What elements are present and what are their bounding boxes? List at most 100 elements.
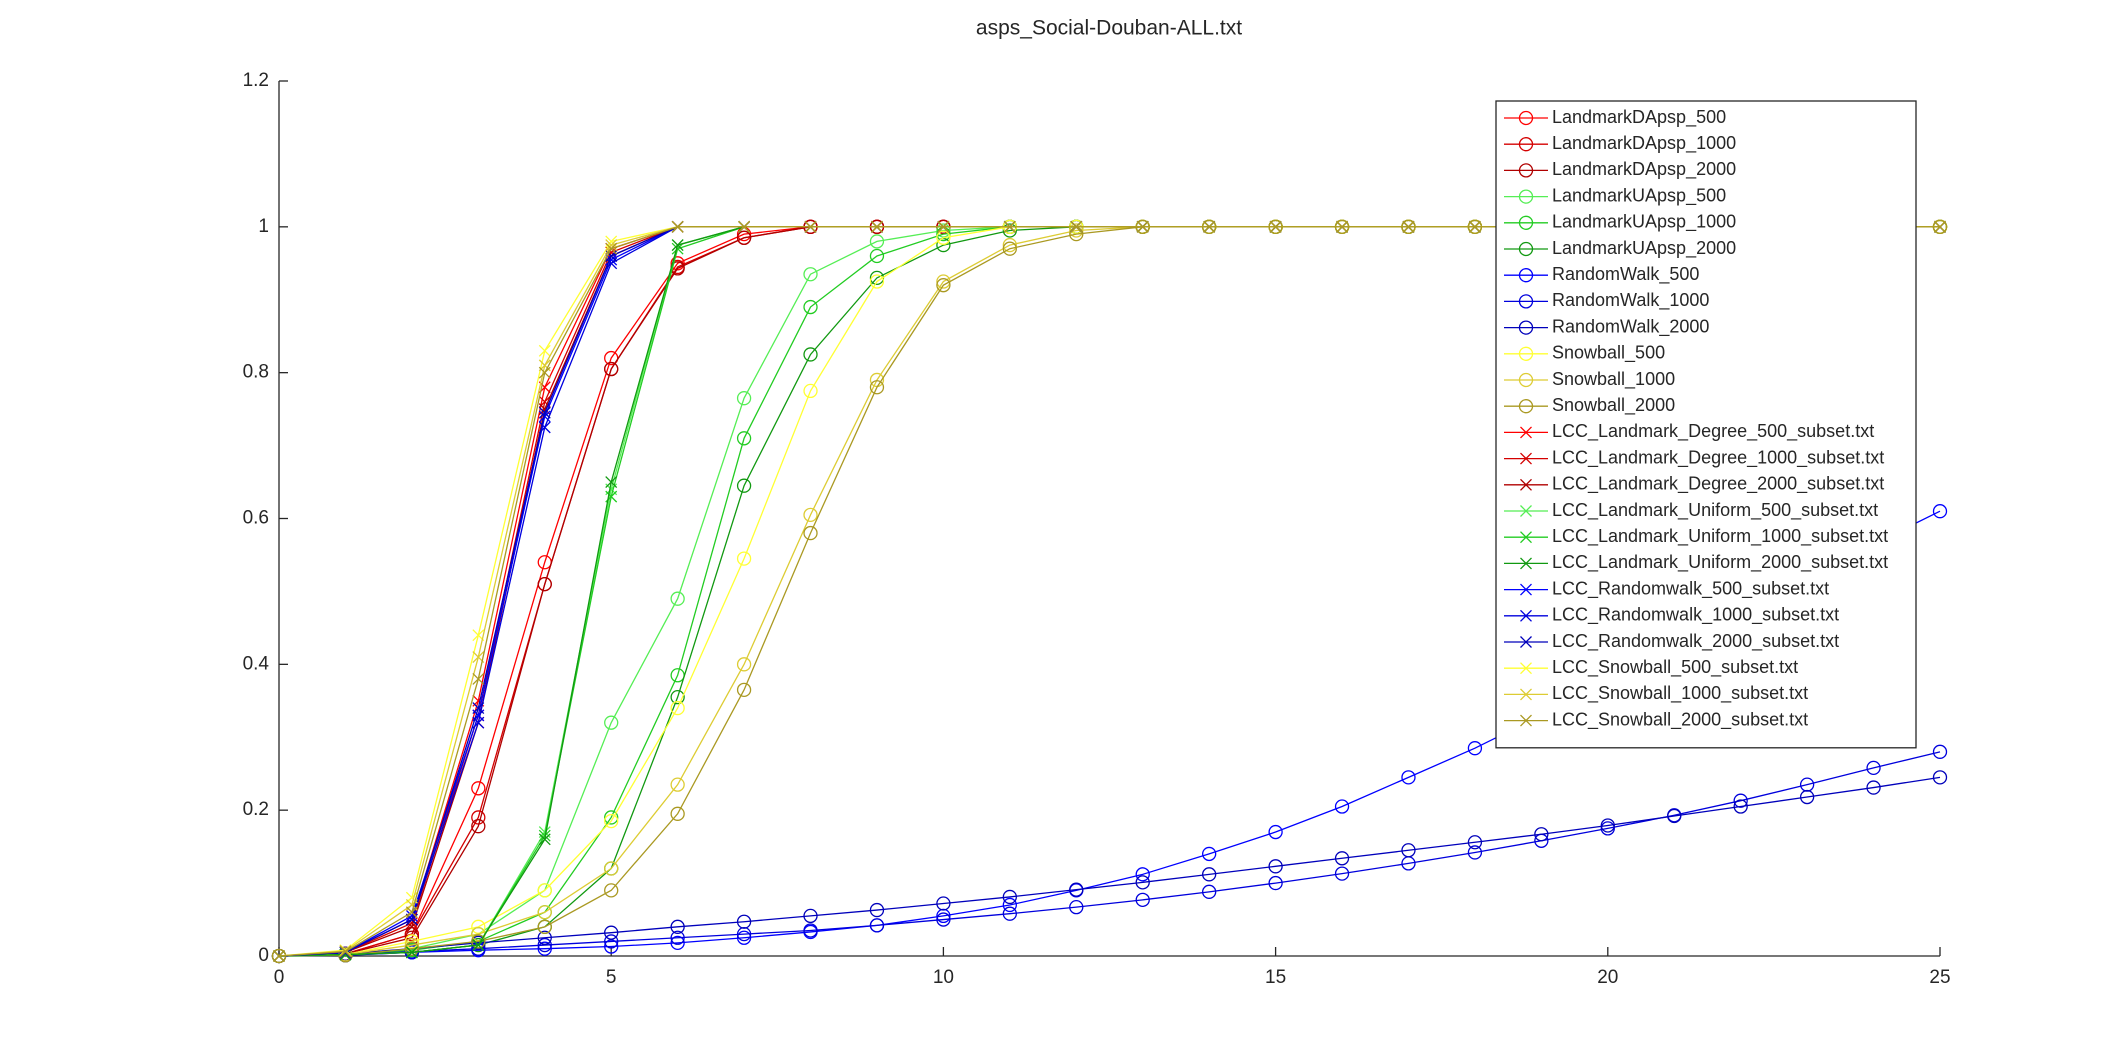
data-point [736,478,752,493]
x-tick-label: 10 [933,967,954,988]
data-point [1069,899,1084,915]
data-point [670,930,685,945]
data-point [937,220,950,233]
data-point [1934,220,1946,233]
y-tick-label: 0.6 [243,508,269,529]
legend-label: RandomWalk_1000 [1552,290,1709,311]
data-point [604,883,619,898]
data-point [537,930,552,945]
data-point [1932,770,1948,785]
data-point [1135,875,1150,890]
legend-marker [1518,268,1534,283]
data-point [405,909,418,922]
data-point [1468,220,1481,233]
data-point [670,256,685,271]
data-point [537,905,552,920]
data-point [1202,884,1217,899]
data-point [1334,851,1350,866]
data-point [1268,824,1283,840]
legend-label: LandmarkDApsp_500 [1552,107,1726,128]
data-point [604,715,619,730]
data-point [538,833,551,846]
data-point [1733,799,1748,814]
data-point [869,902,885,918]
legend-label: RandomWalk_2000 [1552,316,1709,337]
x-tick-label: 0 [274,967,285,988]
legend-marker [1520,609,1532,622]
legend-label: LandmarkDApsp_1000 [1552,133,1736,154]
data-point [804,220,817,233]
legend-marker [1520,505,1532,517]
data-point [537,937,552,953]
legend-marker [1520,636,1532,648]
legend-marker [1518,137,1534,152]
data-point [1268,875,1283,891]
x-tick-label: 20 [1597,967,1618,988]
data-point [1866,780,1881,795]
legend: LandmarkDApsp_500 LandmarkDApsp_1000 Landm… [1495,100,1917,749]
data-point [670,806,685,821]
legend-marker [1520,478,1532,491]
data-point [670,935,685,951]
data-point [803,525,818,541]
data-point [537,576,552,592]
data-point [936,237,951,253]
data-point [538,829,551,842]
data-point [405,946,418,959]
data-point [670,777,685,792]
data-point [404,934,420,949]
legend-label: LCC_Landmark_Uniform_2000_subset.txt [1552,552,1888,573]
legend-box [1495,100,1917,749]
data-point [1135,867,1150,882]
data-point [803,267,818,282]
data-point [936,230,951,245]
legend-label: LandmarkUApsp_500 [1552,185,1726,206]
data-point [1135,892,1150,908]
legend-label: LandmarkDApsp_2000 [1552,159,1736,180]
data-point [736,930,752,945]
data-point [1667,808,1682,824]
data-point [1467,741,1483,756]
x-tick-label: 15 [1265,967,1286,988]
data-point [869,274,885,289]
data-point [670,700,685,716]
data-point [736,682,752,698]
data-point [736,914,752,929]
data-point [1534,827,1549,842]
legend-label: RandomWalk_500 [1552,264,1699,285]
legend-label: LandmarkUApsp_1000 [1552,212,1736,233]
chart-title: asps_Social-Douban-ALL.txt [976,17,1242,40]
legend-marker [1518,189,1534,204]
legend-marker [1518,320,1534,335]
data-point [1401,770,1416,785]
legend-label: LCC_Snowball_2000_subset.txt [1552,709,1808,730]
data-point [1799,789,1815,805]
data-point [404,941,420,956]
y-tick-label: 0 [258,945,269,966]
legend-label: LCC_Landmark_Degree_2000_subset.txt [1552,474,1884,495]
data-point [605,476,618,489]
data-point [1069,223,1084,238]
data-point [1402,220,1415,233]
data-point [936,912,951,927]
data-point [604,934,619,949]
legend-label: LCC_Landmark_Uniform_1000_subset.txt [1552,526,1888,547]
data-point [538,410,551,423]
data-point [1336,220,1348,233]
data-point [869,918,885,933]
y-tick-label: 1 [258,216,269,237]
data-point [670,591,685,606]
data-point [736,230,752,245]
data-point [538,366,551,379]
data-point [1401,843,1416,858]
data-point [471,941,486,956]
data-point [869,234,885,249]
data-point [736,391,752,406]
data-point [537,941,552,956]
data-point [1866,760,1881,776]
data-point [604,925,619,940]
data-point [538,406,551,419]
data-point [869,248,885,264]
legend-label: LCC_Randomwalk_1000_subset.txt [1552,605,1839,626]
